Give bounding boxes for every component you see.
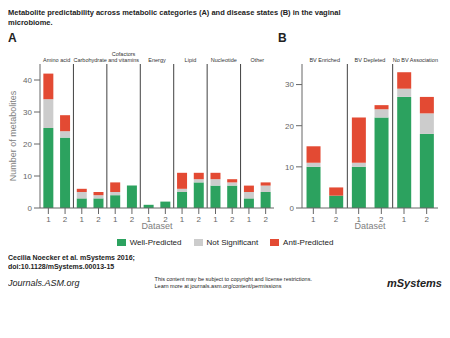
- html-text:Journals.ASM.org: Journals.ASM.org: [8, 278, 80, 288]
- svg-text:2: 2: [163, 214, 168, 224]
- svg-text:0: 0: [290, 204, 295, 213]
- html-text:Anti-Predicted: Anti-Predicted: [283, 238, 334, 247]
- svg-text:Carbohydrate: Carbohydrate: [73, 57, 106, 63]
- svg-text:2: 2: [334, 215, 339, 224]
- svg-text:0: 0: [28, 204, 33, 213]
- svg-text:Dataset: Dataset: [141, 221, 173, 231]
- html-text:This content may be subject to: This content may be subject to copyright…: [154, 276, 312, 289]
- svg-text:Lipid: Lipid: [185, 57, 197, 63]
- svg-text:Nucleotide: Nucleotide: [211, 57, 237, 63]
- svg-text:Dataset: Dataset: [354, 221, 386, 231]
- html-text:B: B: [278, 31, 287, 45]
- html-text:mSystems: mSystems: [386, 277, 442, 289]
- svg-text:10: 10: [23, 172, 32, 181]
- svg-text:2: 2: [263, 215, 268, 224]
- svg-text:BV Enriched: BV Enriched: [309, 57, 340, 63]
- svg-text:20: 20: [23, 140, 32, 149]
- svg-text:2: 2: [379, 214, 384, 224]
- svg-text:1: 1: [247, 215, 252, 224]
- svg-text:2: 2: [230, 215, 235, 224]
- svg-text:Number of metabolites: Number of metabolites: [8, 90, 18, 181]
- html-text:A: A: [8, 31, 17, 45]
- svg-text:Cofactorsand vitamins: Cofactorsand vitamins: [108, 51, 139, 64]
- html-text:Metabolite predictability acro: Metabolite predictability across metabol…: [8, 8, 341, 27]
- svg-text:2: 2: [197, 215, 202, 224]
- html-text:Cecilia Noecker et al. mSystem: Cecilia Noecker et al. mSystems 2016; do…: [8, 254, 135, 270]
- svg-text:BV Depleted: BV Depleted: [355, 57, 386, 63]
- svg-text:Other: Other: [250, 57, 264, 63]
- svg-text:1: 1: [80, 215, 85, 224]
- svg-text:30: 30: [23, 108, 32, 117]
- svg-text:Amino acid: Amino acid: [43, 57, 70, 63]
- svg-text:Energy: Energy: [148, 57, 166, 63]
- svg-text:30: 30: [285, 80, 294, 89]
- svg-text:1: 1: [311, 215, 316, 224]
- svg-text:10: 10: [285, 163, 294, 172]
- svg-text:1: 1: [213, 215, 218, 224]
- html-text:Not Significant: Not Significant: [206, 238, 259, 247]
- svg-text:1: 1: [356, 214, 361, 224]
- svg-text:1: 1: [402, 215, 407, 224]
- html-text:Well-Predicted: Well-Predicted: [129, 238, 182, 247]
- svg-text:20: 20: [285, 122, 294, 131]
- svg-text:2: 2: [96, 215, 101, 224]
- svg-text:1: 1: [180, 215, 185, 224]
- svg-text:2: 2: [63, 215, 68, 224]
- svg-text:2: 2: [130, 215, 135, 224]
- svg-text:40: 40: [23, 76, 32, 85]
- svg-text:2: 2: [424, 215, 429, 224]
- svg-text:1: 1: [146, 214, 151, 224]
- svg-text:No BV Association: No BV Association: [393, 57, 438, 63]
- svg-text:1: 1: [113, 215, 118, 224]
- svg-text:1: 1: [46, 215, 51, 224]
